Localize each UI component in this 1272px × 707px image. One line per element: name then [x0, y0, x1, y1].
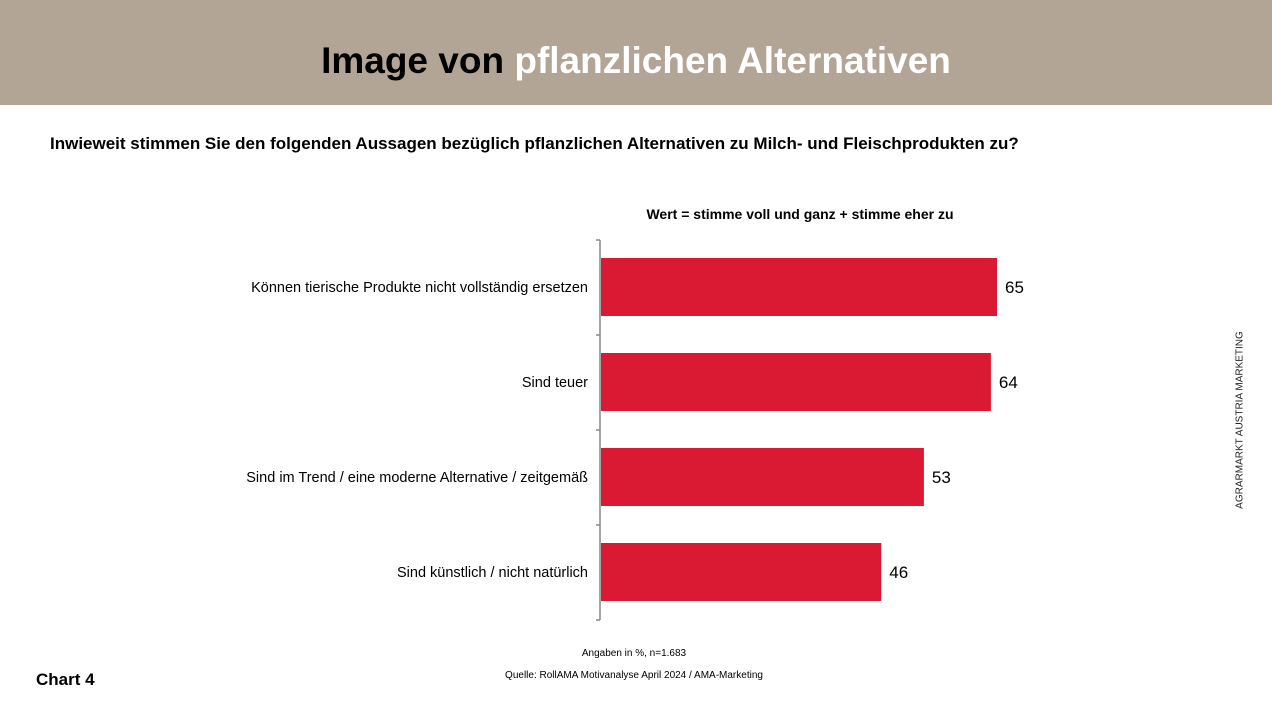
survey-question: Inwieweit stimmen Sie den folgenden Auss…	[50, 134, 1019, 153]
category-label: Sind künstlich / nicht natürlich	[397, 565, 588, 581]
bar	[601, 448, 924, 506]
chart-number: Chart 4	[36, 670, 95, 689]
sample-note: Angaben in %, n=1.683	[581, 648, 687, 659]
category-label: Sind im Trend / eine moderne Alternative…	[246, 470, 588, 486]
category-label: Sind teuer	[522, 375, 588, 391]
value-label: 64	[999, 373, 1018, 392]
chart-title: Wert = stimme voll und ganz + stimme ehe…	[646, 206, 954, 222]
bar	[601, 258, 997, 316]
bar	[601, 353, 991, 411]
header-band	[0, 0, 1272, 105]
value-label: 53	[932, 468, 951, 487]
value-label: 65	[1005, 278, 1024, 297]
bar	[601, 543, 882, 601]
source-note: Quelle: RollAMA Motivanalyse April 2024 …	[505, 670, 763, 681]
page-title: Image von pflanzlichen Alternativen	[321, 40, 951, 81]
category-label: Können tierische Produkte nicht vollstän…	[251, 280, 588, 296]
side-brand-text: AGRARMARKT AUSTRIA MARKETING	[1234, 331, 1246, 509]
value-label: 46	[889, 563, 908, 582]
